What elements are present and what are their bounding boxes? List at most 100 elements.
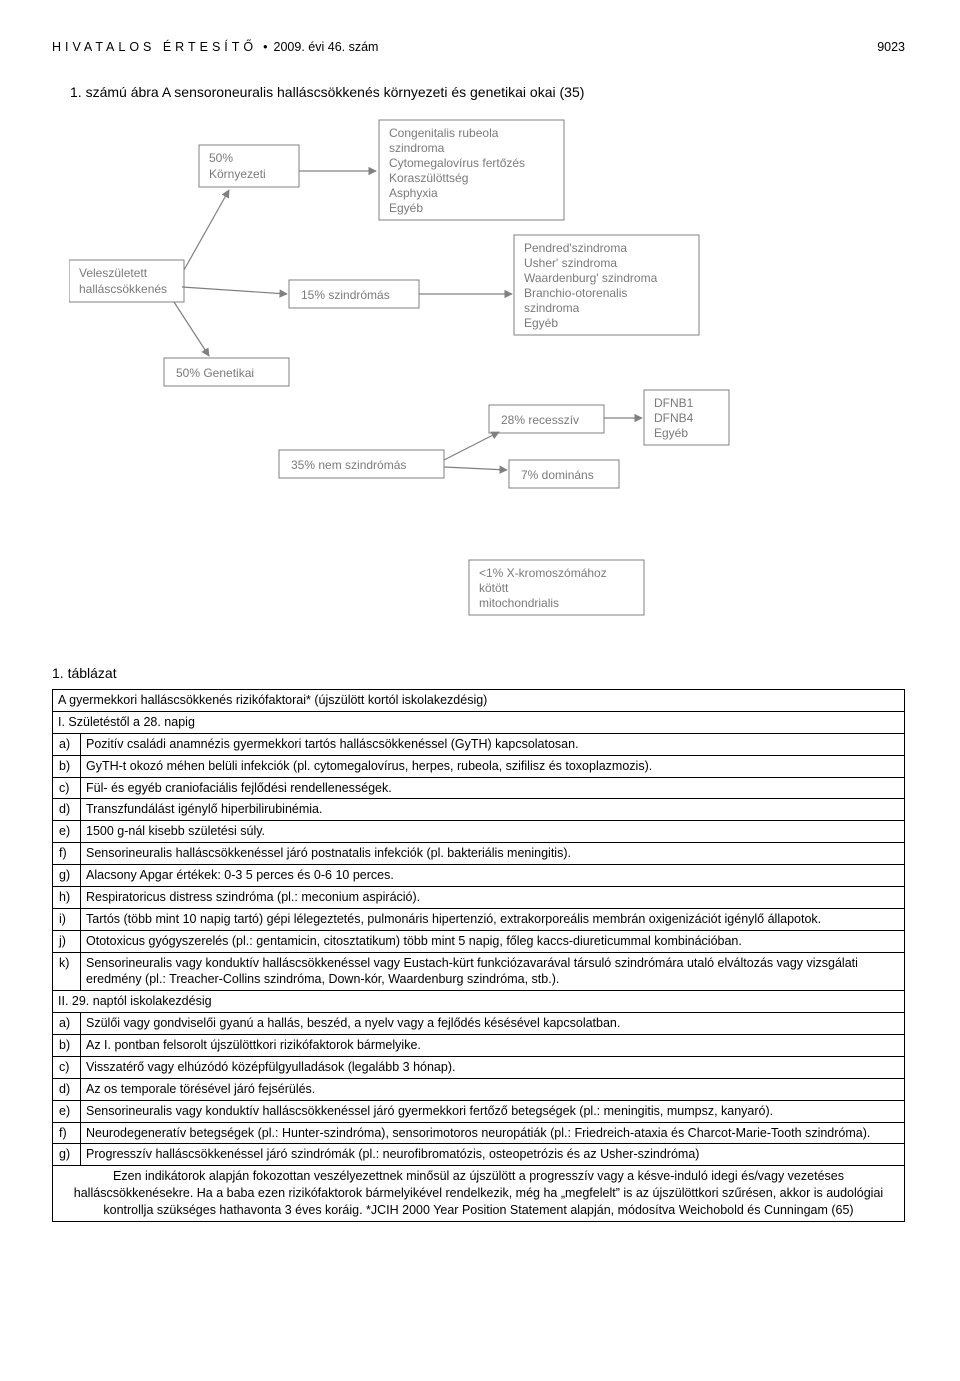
table-title: A gyermekkori halláscsökkenés rizikófakt… (53, 690, 905, 712)
page-header: HIVATALOS ÉRTESÍTŐ • 2009. évi 46. szám 90… (52, 40, 905, 54)
pend-l4: Branchio-otorenalis (524, 286, 627, 300)
table-row: d)Az os temporale törésével járó fejsérü… (53, 1078, 905, 1100)
dom-l1: 7% domináns (521, 468, 594, 482)
table-row: a)Szülői vagy gondviselői gyanú a hallás… (53, 1013, 905, 1035)
row-key: c) (53, 1056, 81, 1078)
risk-factors-table: A gyermekkori halláscsökkenés rizikófakt… (52, 689, 905, 1222)
pend-l5: szindroma (524, 301, 580, 315)
page-number: 9023 (877, 40, 905, 54)
row-key: j) (53, 930, 81, 952)
row-value: Az I. pontban felsorolt újszülöttkori ri… (81, 1035, 905, 1057)
table-row: b)GyTH-t okozó méhen belüli infekciók (p… (53, 755, 905, 777)
row-value: Visszatérő vagy elhúzódó középfülgyullad… (81, 1056, 905, 1078)
xl-l1: <1% X-kromoszómához (479, 566, 607, 580)
inborn-l1: Veleszületett (79, 266, 148, 280)
table-row: d)Transzfundálást igénylő hiperbilirubin… (53, 799, 905, 821)
table-row: f)Neurodegeneratív betegségek (pl.: Hunt… (53, 1122, 905, 1144)
row-key: e) (53, 821, 81, 843)
row-key: k) (53, 952, 81, 991)
node-syndromic: 15% szindrómás (289, 280, 419, 308)
table-row: i)Tartós (több mint 10 napig tartó) gépi… (53, 908, 905, 930)
cong-l3: Cytomegalovírus fertőzés (389, 156, 525, 170)
pend-l2: Usher' szindroma (524, 256, 617, 270)
arrow-inborn-to-env (184, 190, 229, 270)
row-key: b) (53, 755, 81, 777)
table-row: c)Visszatérő vagy elhúzódó középfülgyull… (53, 1056, 905, 1078)
node-dominant: 7% domináns (509, 460, 619, 488)
pend-l3: Waardenburg' szindroma (524, 271, 658, 285)
table-row: g)Progresszív halláscsökkenéssel járó sz… (53, 1144, 905, 1166)
cong-l2: szindroma (389, 141, 445, 155)
dfnb-l2: DFNB4 (654, 411, 694, 425)
cong-l1: Congenitalis rubeola (389, 126, 499, 140)
row-key: g) (53, 865, 81, 887)
rec-l1: 28% recesszív (501, 413, 579, 427)
table-footer: Ezen indikátorok alapján fokozottan vesz… (53, 1166, 905, 1222)
arrow-nonsyn-to-dom (444, 467, 507, 470)
node-recessive: 28% recesszív (489, 405, 604, 433)
row-value: Ototoxicus gyógyszerelés (pl.: gentamici… (81, 930, 905, 952)
node-dfnb: DFNB1 DFNB4 Egyéb (644, 390, 729, 445)
row-key: i) (53, 908, 81, 930)
table-label: 1. táblázat (52, 665, 905, 681)
table-row: f)Sensorineuralis halláscsökkenéssel jár… (53, 843, 905, 865)
row-key: g) (53, 1144, 81, 1166)
xl-l2: kötött (479, 581, 509, 595)
pend-l6: Egyéb (524, 316, 558, 330)
flowchart-diagram: 50% Környezeti Congenitalis rubeola szin… (69, 115, 889, 645)
row-value: Neurodegeneratív betegségek (pl.: Hunter… (81, 1122, 905, 1144)
row-value: Transzfundálást igénylő hiperbilirubiném… (81, 799, 905, 821)
figure-title: 1. számú ábra A sensoroneuralis halláscs… (70, 84, 905, 100)
cong-l5: Asphyxia (389, 186, 438, 200)
table-row: e)Sensorineuralis vagy konduktív hallásc… (53, 1100, 905, 1122)
row-value: Sensorineuralis halláscsökkenéssel járó … (81, 843, 905, 865)
row-key: d) (53, 1078, 81, 1100)
dot-separator: • (263, 40, 267, 54)
node-genetic: 50% Genetikai (164, 358, 289, 386)
row-key: b) (53, 1035, 81, 1057)
table-row: j)Ototoxicus gyógyszerelés (pl.: gentami… (53, 930, 905, 952)
row-value: 1500 g-nál kisebb születési súly. (81, 821, 905, 843)
node-environmental: 50% Környezeti (199, 145, 299, 187)
period-1: I. Születéstől a 28. napig (53, 711, 905, 733)
arrow-inborn-to-syn (182, 287, 287, 294)
dfnb-l3: Egyéb (654, 426, 688, 440)
node-inborn: Veleszületett halláscsökkenés (69, 260, 184, 302)
row-key: d) (53, 799, 81, 821)
issue-number: 2009. évi 46. szám (274, 40, 379, 54)
cong-l6: Egyéb (389, 201, 423, 215)
table-row: b)Az I. pontban felsorolt újszülöttkori … (53, 1035, 905, 1057)
syn-l1: 15% szindrómás (301, 288, 390, 302)
row-value: Progresszív halláscsökkenéssel járó szin… (81, 1144, 905, 1166)
node-congenital: Congenitalis rubeola szindroma Cytomegal… (379, 120, 564, 220)
node-nonsyndromic: 35% nem szindrómás (279, 450, 444, 478)
row-key: h) (53, 886, 81, 908)
row-value: Pozitív családi anamnézis gyermekkori ta… (81, 733, 905, 755)
gen-l1: 50% Genetikai (176, 366, 254, 380)
inborn-l2: halláscsökkenés (79, 282, 167, 296)
row-value: GyTH-t okozó méhen belüli infekciók (pl.… (81, 755, 905, 777)
publication-title: HIVATALOS ÉRTESÍTŐ • 2009. évi 46. szám (52, 40, 378, 54)
row-value: Respiratoricus distress szindróma (pl.: … (81, 886, 905, 908)
arrow-nonsyn-to-rec (444, 432, 499, 460)
pub-name: HIVATALOS ÉRTESÍTŐ (52, 40, 257, 54)
arrow-inborn-to-gen (174, 302, 209, 356)
row-value: Szülői vagy gondviselői gyanú a hallás, … (81, 1013, 905, 1035)
node-pendred: Pendred'szindroma Usher' szindroma Waard… (514, 235, 699, 335)
table-row: g)Alacsony Apgar értékek: 0-3 5 perces é… (53, 865, 905, 887)
nonsyn-l1: 35% nem szindrómás (291, 458, 406, 472)
row-key: c) (53, 777, 81, 799)
xl-l3: mitochondrialis (479, 596, 559, 610)
table-row: h)Respiratoricus distress szindróma (pl.… (53, 886, 905, 908)
table-row: c)Fül- és egyéb craniofaciális fejlődési… (53, 777, 905, 799)
row-key: e) (53, 1100, 81, 1122)
period-2: II. 29. naptól iskolakezdésig (53, 991, 905, 1013)
table-row: k)Sensorineuralis vagy konduktív hallásc… (53, 952, 905, 991)
pend-l1: Pendred'szindroma (524, 241, 627, 255)
dfnb-l1: DFNB1 (654, 396, 694, 410)
row-key: f) (53, 1122, 81, 1144)
node-env-l1: 50% (209, 151, 233, 165)
row-key: f) (53, 843, 81, 865)
node-env-l2: Környezeti (209, 167, 266, 181)
row-value: Az os temporale törésével járó fejsérülé… (81, 1078, 905, 1100)
